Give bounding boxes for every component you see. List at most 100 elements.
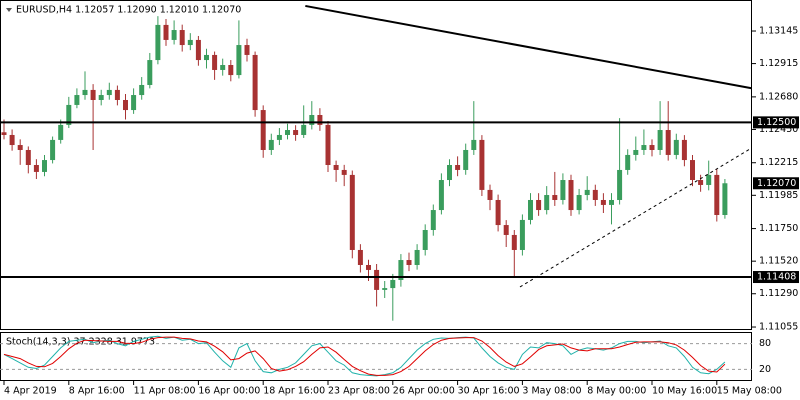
y-tick-label: 1.13145 (759, 26, 798, 37)
candle-body (301, 124, 307, 135)
candle-body (66, 104, 72, 125)
candle-body (236, 45, 242, 76)
candle-body (276, 134, 282, 140)
price-label-box (753, 271, 799, 284)
candle-body (212, 54, 218, 70)
main-frame (0, 0, 752, 330)
y-tick-label: 1.11290 (759, 288, 798, 299)
x-tick-label: 15 May 08:00 (717, 386, 782, 397)
candle-body (285, 130, 290, 135)
candle-body (633, 149, 639, 155)
candle-body (382, 288, 388, 290)
candle-body (98, 95, 104, 100)
candle-body (228, 65, 234, 76)
candle-body (163, 24, 169, 40)
candle-body (309, 115, 315, 125)
candle-body (187, 39, 193, 46)
candle-body (398, 260, 404, 281)
candle-body (171, 30, 177, 40)
y-tick-label: 20 (759, 364, 771, 375)
candle-body (220, 65, 226, 70)
candle-body (584, 189, 590, 196)
candle-body (657, 130, 663, 150)
candle-body (106, 89, 112, 96)
candle-body (422, 230, 428, 250)
candle-body (487, 189, 493, 200)
candle-body (33, 165, 39, 172)
x-tick-label: 3 May 08:00 (522, 386, 581, 397)
indicator-line (3, 335, 726, 377)
x-tick-label: 8 May 00:00 (587, 386, 646, 397)
candle-body (536, 199, 542, 211)
x-tick-label: 8 Apr 16:00 (69, 386, 125, 397)
candle-body (560, 180, 566, 200)
candle-body (600, 199, 606, 205)
x-tick-label: 10 May 16:00 (652, 386, 717, 397)
candle-body (123, 99, 128, 111)
candle-body (698, 180, 704, 185)
candle-body (82, 89, 88, 96)
candle-body (131, 95, 137, 111)
candle-body (58, 124, 64, 140)
candle-body (349, 174, 355, 250)
candle-body (325, 124, 331, 165)
candle-body (495, 199, 501, 226)
x-tick-label: 16 Apr 00:00 (198, 386, 260, 397)
indicator-line (3, 336, 726, 376)
candle-body (357, 249, 363, 265)
candle-body (503, 225, 509, 235)
candle-body (244, 45, 250, 55)
candle-body (317, 115, 323, 125)
candle-body (139, 84, 145, 96)
candle-body (552, 195, 558, 200)
y-tick-label: 80 (759, 338, 771, 349)
candle-body (366, 264, 371, 270)
candle-body (252, 54, 258, 111)
candle-body (204, 54, 209, 61)
candle-body (147, 60, 153, 85)
candle-body (179, 30, 185, 46)
x-tick-label: 23 Apr 08:00 (328, 386, 390, 397)
candle-body (268, 139, 274, 150)
candle-body (592, 189, 598, 200)
candle-body (195, 39, 201, 61)
candle-body (74, 95, 80, 105)
candle-body (714, 174, 720, 215)
candle-body (681, 139, 687, 161)
candle-body (625, 154, 631, 170)
price-label: 1.12500 (757, 117, 796, 128)
candle-body (17, 145, 23, 150)
y-tick-label: 1.11985 (759, 190, 798, 201)
trend-line (305, 4, 752, 90)
candle-body (665, 130, 671, 155)
candle-body (438, 180, 444, 211)
candle-body (333, 165, 339, 170)
candle-body (293, 130, 299, 135)
candle-body (9, 134, 15, 146)
last-price-label: 1.12070 (757, 178, 796, 189)
candle-body (568, 180, 574, 211)
candle-body (42, 160, 47, 172)
candle-body (511, 234, 517, 250)
candle-body (374, 269, 380, 290)
candle-body (617, 169, 623, 200)
price-label: 1.11408 (757, 272, 796, 283)
candle-body (414, 249, 420, 265)
sub-frame (0, 332, 752, 381)
candle-body (544, 195, 550, 211)
candle-body (649, 145, 655, 150)
candle-body (90, 89, 96, 100)
candle-body (519, 219, 525, 250)
y-tick-label: 1.12680 (759, 91, 798, 102)
candle-body (690, 160, 695, 181)
y-tick-label: 1.12215 (759, 157, 798, 168)
last-price-box (753, 177, 799, 190)
candle-body (479, 139, 485, 190)
y-tick-label: 1.11520 (759, 256, 798, 267)
candle-body (1, 132, 7, 135)
candle-body (455, 165, 461, 170)
candle-body (609, 199, 614, 205)
x-tick-label: 4 Apr 2019 (4, 386, 57, 397)
